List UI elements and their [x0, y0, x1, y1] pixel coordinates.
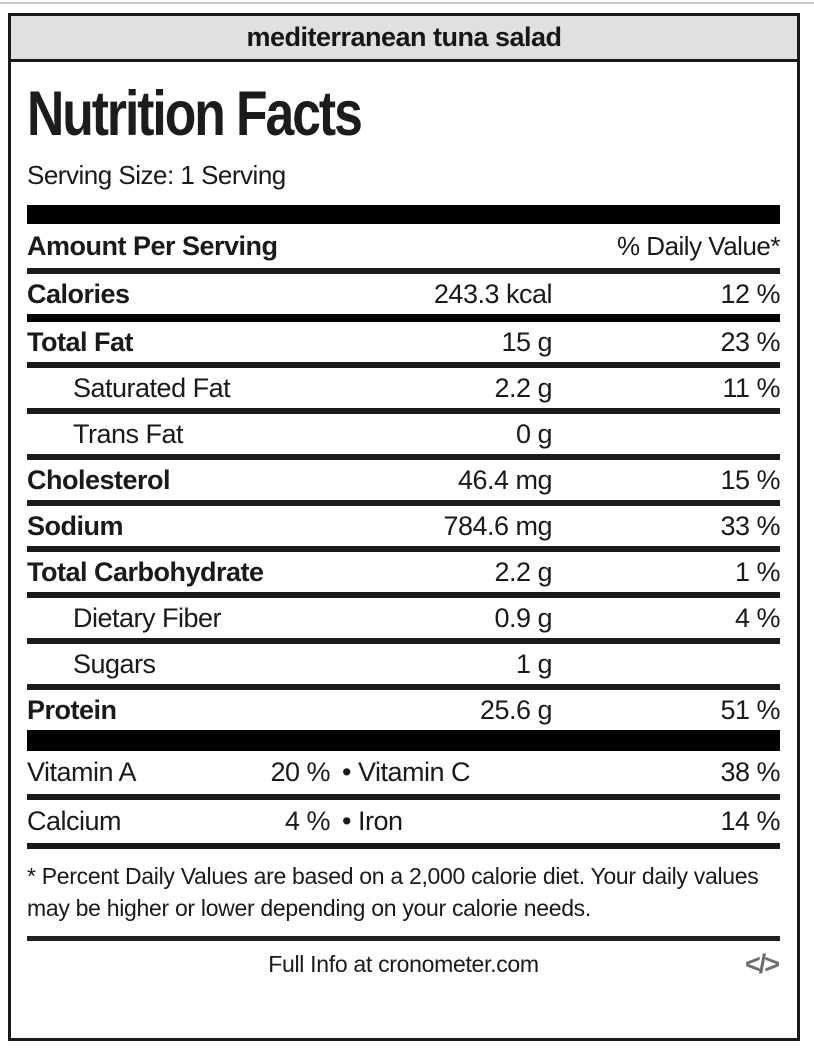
micronutrient-left-value: 4 % — [284, 806, 331, 836]
micronutrient-right-label: Iron — [357, 806, 403, 836]
recipe-title: mediterranean tuna salad — [246, 22, 562, 52]
separator — [27, 592, 780, 598]
micronutrient-rows: Vitamin A 20 % • Vitamin C 38 % Calcium … — [27, 751, 781, 849]
separator — [27, 638, 780, 644]
nutrient-row-sodium: Sodium 784.6 mg 33 % — [27, 506, 781, 546]
label-body: Nutrition Facts Serving Size: 1 Serving … — [11, 78, 797, 987]
separator — [27, 454, 780, 460]
nutrition-label: mediterranean tuna salad Nutrition Facts… — [8, 13, 800, 1041]
nutrient-amount: 243.3 kcal — [433, 278, 553, 309]
nutrient-label: Cholesterol — [27, 464, 171, 495]
nutrient-label: Total Carbohydrate — [27, 556, 264, 587]
nutrient-amount: 2.2 g — [494, 372, 552, 403]
nutrient-label: Calories — [27, 278, 130, 309]
nutrient-row-total-carbohydrate: Total Carbohydrate 2.2 g 1 % — [27, 552, 781, 592]
nutrient-row-trans-fat: Trans Fat 0 g — [27, 414, 780, 454]
micronutrient-right-label: Vitamin C — [357, 757, 471, 787]
separator — [27, 794, 780, 800]
daily-value-footnote: * Percent Daily Values are based on a 2,… — [27, 863, 759, 921]
nutrient-row-protein: Protein 25.6 g 51 % — [27, 690, 781, 730]
nutrient-label: Total Fat — [27, 326, 134, 357]
micronutrient-row-vitamin-a: Vitamin A 20 % • Vitamin C 38 % — [27, 751, 781, 794]
nutrient-row-calories: Calories 243.3 kcal 12 % — [27, 274, 781, 314]
nutrient-label: Sodium — [27, 510, 124, 541]
nutrient-amount: 0.9 g — [494, 602, 552, 633]
nutrient-amount: 1 g — [515, 648, 553, 679]
section-bar-top — [27, 205, 780, 224]
separator — [27, 408, 780, 414]
nutrient-amount: 2.2 g — [494, 556, 552, 587]
nutrient-daily-value: 11 % — [722, 372, 780, 403]
nutrient-amount: 784.6 mg — [443, 510, 552, 541]
micronutrient-right-value: 38 % — [720, 757, 780, 787]
separator — [27, 843, 780, 849]
nutrient-rows: Calories 243.3 kcal 12 % Total Fat 15 g … — [27, 274, 781, 730]
column-header-row: Amount Per Serving % Daily Value* — [27, 224, 781, 268]
serving-size-text: Serving Size: 1 Serving — [27, 160, 286, 190]
daily-value-header: % Daily Value* — [616, 230, 781, 261]
full-info-link[interactable]: Full Info at cronometer.com — [268, 950, 539, 977]
micronutrient-left-value: 20 % — [270, 757, 330, 787]
label-footer: Full Info at cronometer.com </> — [27, 941, 780, 987]
nutrient-label: Trans Fat — [73, 418, 184, 449]
nutrient-daily-value: 4 % — [734, 602, 781, 633]
nutrient-row-sugars: Sugars 1 g — [27, 644, 780, 684]
nutrient-amount: 15 g — [501, 326, 552, 357]
nutrient-daily-value: 51 % — [720, 694, 780, 725]
micronutrient-left-label: Vitamin A — [27, 757, 137, 787]
nutrient-label: Dietary Fiber — [73, 602, 222, 633]
footer-rule — [27, 936, 780, 942]
nutrient-label: Saturated Fat — [73, 372, 231, 403]
separator — [27, 684, 780, 690]
amount-per-serving-header: Amount Per Serving — [27, 230, 278, 261]
nutrient-row-saturated-fat: Saturated Fat 2.2 g 11 % — [27, 368, 781, 408]
nutrient-row-dietary-fiber: Dietary Fiber 0.9 g 4 % — [27, 598, 781, 638]
recipe-title-bar: mediterranean tuna salad — [11, 16, 797, 62]
separator — [27, 268, 780, 274]
micronutrient-left-label: Calcium — [27, 806, 122, 836]
nutrient-amount: 46.4 mg — [457, 464, 553, 495]
page-top-divider — [0, 2, 814, 4]
nutrient-amount: 0 g — [515, 418, 553, 449]
bullet-separator: • — [342, 806, 351, 836]
nutrient-label: Protein — [27, 694, 117, 725]
micronutrient-row-calcium: Calcium 4 % • Iron 14 % — [27, 800, 781, 843]
nutrient-row-total-fat: Total Fat 15 g 23 % — [27, 322, 781, 362]
nutrient-daily-value: 12 % — [720, 278, 780, 309]
nutrient-amount: 25.6 g — [479, 694, 553, 725]
nutrient-daily-value: 33 % — [720, 510, 780, 541]
bullet-separator: • — [342, 757, 351, 787]
separator — [27, 362, 780, 368]
separator — [27, 500, 780, 506]
nutrient-daily-value: 1 % — [734, 556, 781, 587]
micronutrient-right-value: 14 % — [720, 806, 780, 836]
section-bar-bottom — [27, 730, 780, 751]
nutrient-daily-value: 15 % — [720, 464, 780, 495]
separator — [27, 314, 780, 322]
embed-code-icon[interactable]: </> — [744, 949, 780, 980]
nutrient-daily-value: 23 % — [720, 326, 780, 357]
nutrient-label: Sugars — [73, 648, 156, 679]
separator — [27, 546, 780, 552]
nutrient-row-cholesterol: Cholesterol 46.4 mg 15 % — [27, 460, 781, 500]
nutrition-facts-heading: Nutrition Facts — [27, 79, 363, 149]
